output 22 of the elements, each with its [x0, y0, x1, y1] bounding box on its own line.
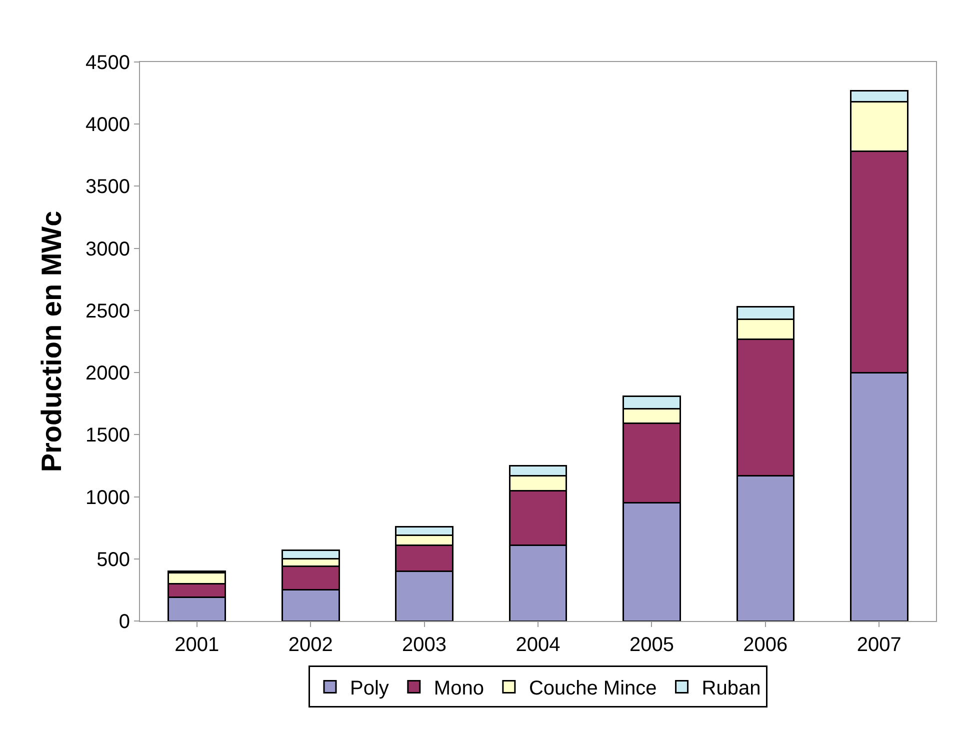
legend-label: Ruban [702, 678, 761, 700]
x-tick-label: 2003 [402, 634, 447, 656]
y-tick-label: 3500 [86, 176, 130, 198]
y-tick-label: 2500 [86, 300, 130, 322]
x-tick-label: 2007 [856, 634, 902, 656]
x-tick-label: 2002 [288, 634, 333, 656]
y-tick-label: 1000 [86, 486, 130, 509]
x-tick-label: 2004 [516, 634, 560, 656]
x-tick-label: 2006 [743, 634, 788, 656]
y-tick-label: 3000 [86, 238, 130, 260]
y-tick-label: 500 [96, 548, 130, 571]
y-tick-label: 1500 [86, 424, 130, 447]
legend-label: Couche Mince [528, 678, 657, 700]
x-tick-label: 2005 [629, 634, 674, 656]
y-tick-label: 0 [118, 611, 130, 633]
y-tick-label: 4000 [86, 114, 130, 136]
legend-label: Mono [434, 678, 484, 700]
y-tick-label: 2000 [86, 362, 130, 385]
y-axis-title: Production en MWc [36, 210, 68, 472]
x-tick-label: 2001 [174, 634, 220, 656]
legend-label: Poly [350, 678, 389, 700]
y-tick-label: 4500 [86, 52, 130, 74]
